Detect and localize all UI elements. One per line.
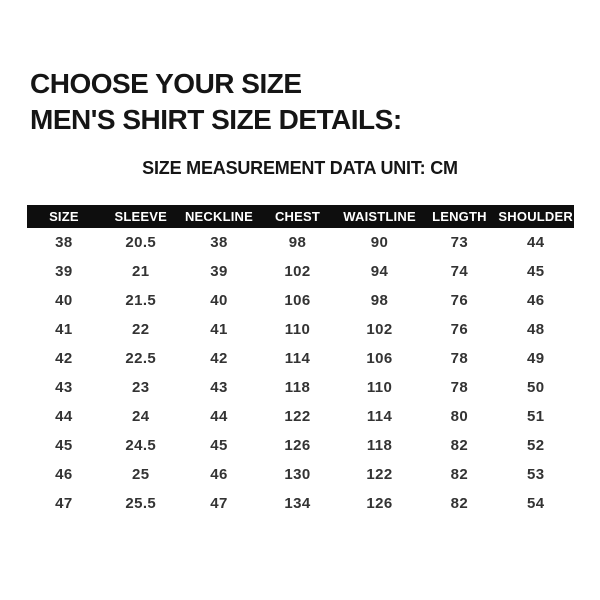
table-cell: 45 <box>55 437 73 454</box>
table-cell: 24.5 <box>125 437 157 454</box>
table-cell: 94 <box>370 263 389 280</box>
table-cell: 74 <box>450 263 469 280</box>
table-cell: 102 <box>366 321 393 338</box>
table-cell: 118 <box>284 379 311 396</box>
table-row: 41 22 41 110 102 76 48 <box>27 315 574 344</box>
table-row: 42 22.5 42 114 106 78 49 <box>27 344 574 373</box>
table-cell: 44 <box>55 408 73 425</box>
table-cell: 45 <box>526 263 545 280</box>
size-table: SIZE SLEEVE NECKLINE CHEST WAISTLINE LENGTH SH… <box>27 205 574 518</box>
table-cell: 39 <box>210 263 228 280</box>
table-cell: 114 <box>284 350 311 367</box>
table-cell: 76 <box>450 321 469 338</box>
table-cell: 82 <box>450 466 469 483</box>
table-cell: 24 <box>132 408 150 425</box>
table-cell: 106 <box>284 292 311 309</box>
table-cell: 54 <box>526 495 545 512</box>
table-cell: 122 <box>366 466 393 483</box>
table-cell: 38 <box>55 234 73 251</box>
table-row: 45 24.5 45 126 118 82 52 <box>27 431 574 460</box>
table-cell: 98 <box>370 292 389 309</box>
table-row: 39 21 39 102 94 74 45 <box>27 257 574 286</box>
table-cell: 98 <box>288 234 307 251</box>
table-cell: 21 <box>132 263 150 280</box>
table-cell: 23 <box>132 379 150 396</box>
table-cell: 78 <box>450 350 469 367</box>
table-cell: 80 <box>450 408 469 425</box>
table-cell: 102 <box>284 263 311 280</box>
column-header: WAISTLINE <box>343 209 416 224</box>
table-cell: 43 <box>210 379 228 396</box>
column-header: SHOULDER <box>498 209 573 224</box>
table-row: 47 25.5 47 134 126 82 54 <box>27 489 574 518</box>
table-cell: 47 <box>210 495 228 512</box>
table-cell: 130 <box>284 466 311 483</box>
table-cell: 122 <box>284 408 311 425</box>
table-cell: 52 <box>526 437 545 454</box>
table-cell: 118 <box>366 437 393 454</box>
table-cell: 114 <box>366 408 393 425</box>
table-cell: 48 <box>526 321 545 338</box>
table-cell: 50 <box>526 379 545 396</box>
table-cell: 39 <box>55 263 73 280</box>
column-header: NECKLINE <box>184 209 254 224</box>
table-row: 43 23 43 118 110 78 50 <box>27 373 574 402</box>
table-cell: 76 <box>450 292 469 309</box>
table-cell: 126 <box>366 495 393 512</box>
unit-note: SIZE MEASUREMENT DATA UNIT: CM <box>142 158 458 178</box>
column-header: CHEST <box>274 209 321 224</box>
table-cell: 47 <box>55 495 73 512</box>
table-cell: 45 <box>210 437 228 454</box>
table-cell: 40 <box>55 292 73 309</box>
table-row: 38 20.5 38 98 90 73 44 <box>27 228 574 257</box>
table-cell: 38 <box>210 234 228 251</box>
page-subtitle: MEN'S SHIRT SIZE DETAILS: <box>30 104 402 135</box>
table-cell: 110 <box>366 379 393 396</box>
table-row: 40 21.5 40 106 98 76 46 <box>27 286 574 315</box>
table-cell: 73 <box>450 234 469 251</box>
table-cell: 21.5 <box>125 292 157 309</box>
table-cell: 43 <box>55 379 73 396</box>
table-cell: 44 <box>210 408 228 425</box>
table-cell: 46 <box>55 466 73 483</box>
table-cell: 22.5 <box>125 350 157 367</box>
column-header: LENGTH <box>432 209 487 224</box>
table-cell: 126 <box>284 437 311 454</box>
table-row: 44 24 44 122 114 80 51 <box>27 402 574 431</box>
table-cell: 90 <box>370 234 389 251</box>
table-cell: 25.5 <box>125 495 157 512</box>
table-cell: 46 <box>210 466 228 483</box>
table-cell: 46 <box>526 292 545 309</box>
table-cell: 106 <box>366 350 393 367</box>
table-cell: 42 <box>55 350 73 367</box>
page-title: CHOOSE YOUR SIZE <box>30 68 302 99</box>
column-header: SIZE <box>49 209 79 224</box>
table-body: 38 20.5 38 98 90 73 44 39 21 39 102 94 74 45 40 21.5 40 1… <box>27 228 574 518</box>
table-header-row: SIZE SLEEVE NECKLINE CHEST WAISTLINE LENGTH SH… <box>27 205 574 228</box>
table-cell: 41 <box>210 321 228 338</box>
table-cell: 53 <box>526 466 545 483</box>
table-cell: 78 <box>450 379 469 396</box>
table-cell: 22 <box>132 321 150 338</box>
column-header: SLEEVE <box>114 209 168 224</box>
table-cell: 40 <box>210 292 228 309</box>
table-cell: 42 <box>210 350 228 367</box>
table-cell: 44 <box>526 234 545 251</box>
table-row: 46 25 46 130 122 82 53 <box>27 460 574 489</box>
table-cell: 20.5 <box>125 234 157 251</box>
table-cell: 82 <box>450 495 469 512</box>
table-cell: 82 <box>450 437 469 454</box>
table-cell: 51 <box>526 408 545 425</box>
table-cell: 49 <box>526 350 545 367</box>
table-cell: 110 <box>284 321 311 338</box>
table-cell: 25 <box>132 466 150 483</box>
table-cell: 134 <box>284 495 311 512</box>
table-cell: 41 <box>55 321 73 338</box>
